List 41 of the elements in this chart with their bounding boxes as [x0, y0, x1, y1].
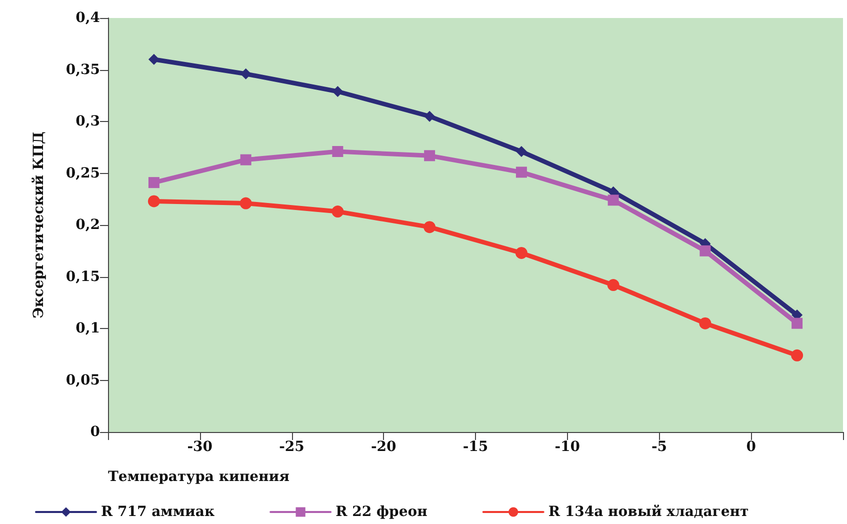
y-tick-label: 0,35 [66, 62, 100, 78]
point [332, 86, 344, 97]
point [516, 166, 527, 178]
x-axis-title: Температура кипения [108, 469, 290, 485]
y-tick-label: 0,1 [76, 320, 100, 336]
point [240, 154, 252, 166]
point [148, 195, 160, 208]
y-axis-title: Эксергетический КПД [31, 132, 47, 318]
legend-label: R 22 фреон [336, 504, 428, 520]
point [700, 245, 711, 256]
x-tick-label: -5 [651, 439, 668, 455]
point [332, 146, 344, 158]
legend-label: R 717 аммиак [101, 504, 215, 520]
y-tick-label: 0,4 [76, 10, 100, 26]
y-tick-label: 0,05 [66, 372, 100, 388]
point [332, 206, 344, 218]
point [515, 246, 528, 259]
x-tick-label: -30 [187, 439, 213, 455]
y-tick-label: 0 [90, 424, 100, 440]
x-tick-label: -25 [279, 439, 304, 455]
point [424, 150, 436, 162]
x-tick-label: -20 [370, 439, 397, 455]
legend-label: R 134a новый хладагент [548, 504, 750, 520]
y-tick-label: 0,15 [66, 268, 100, 285]
point [607, 279, 620, 292]
point [608, 194, 619, 206]
x-tick-label: -10 [554, 439, 580, 455]
point [240, 197, 252, 210]
point [792, 318, 803, 329]
point [148, 177, 160, 188]
point [424, 110, 436, 122]
x-tick-label: 0 [746, 439, 756, 455]
x-tick-label: -15 [462, 439, 488, 455]
y-tick-label: 0,25 [66, 165, 100, 182]
y-tick-label: 0,2 [76, 217, 100, 233]
point [699, 317, 712, 330]
y-tick-label: 0,3 [76, 114, 100, 130]
point [424, 221, 436, 234]
point [148, 54, 160, 65]
point [516, 146, 527, 158]
point [791, 349, 804, 362]
